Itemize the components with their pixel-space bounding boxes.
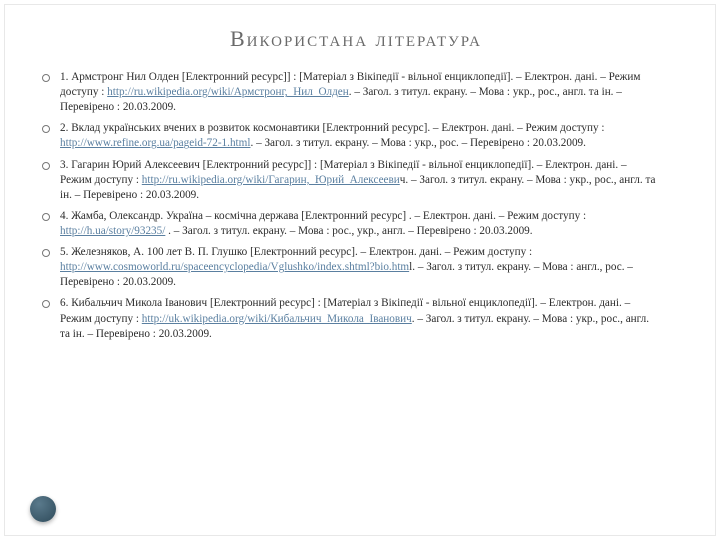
ref-link[interactable]: http://uk.wikipedia.org/wiki/Кибальчич_М… — [142, 313, 412, 325]
ref-link[interactable]: http://h.ua/story/93235/ — [60, 225, 165, 237]
ref-text-pre: 4. Жамба, Олександр. Україна – космічна … — [60, 210, 586, 222]
ref-text-post: . – Загол. з титул. екрану. – Мова : укр… — [250, 137, 585, 149]
ref-text-pre: 5. Железняков, А. 100 лет В. П. Глушко [… — [60, 246, 532, 258]
list-item: 6. Кибальчич Микола Іванович [Електронни… — [60, 296, 660, 341]
ref-text-pre: 2. Вклад українських вчених в розвиток к… — [60, 122, 605, 134]
ref-link[interactable]: http://www.cosmoworld.ru/spaceencycloped… — [60, 261, 409, 273]
list-item: 5. Железняков, А. 100 лет В. П. Глушко [… — [60, 245, 660, 290]
list-item: 1. Армстронг Нил Олден [Електронний ресу… — [60, 70, 660, 115]
ref-link[interactable]: http://ru.wikipedia.org/wiki/Армстронг,_… — [107, 86, 349, 98]
slide-page: Використана література 1. Армстронг Нил … — [0, 0, 720, 540]
nav-dot-icon — [30, 496, 56, 522]
ref-text-post: . – Загол. з титул. екрану. – Мова : рос… — [165, 225, 532, 237]
ref-link[interactable]: http://www.refine.org.ua/pageid-72-1.htm… — [60, 137, 250, 149]
ref-link[interactable]: http://ru.wikipedia.org/wiki/Гагарин,_Юр… — [142, 174, 400, 186]
list-item: 4. Жамба, Олександр. Україна – космічна … — [60, 209, 660, 239]
list-item: 2. Вклад українських вчених в розвиток к… — [60, 121, 660, 151]
references-list: 1. Армстронг Нил Олден [Електронний ресу… — [32, 70, 680, 342]
list-item: 3. Гагарин Юрий Алексеевич [Електронний … — [60, 158, 660, 203]
page-title: Використана література — [32, 26, 680, 52]
